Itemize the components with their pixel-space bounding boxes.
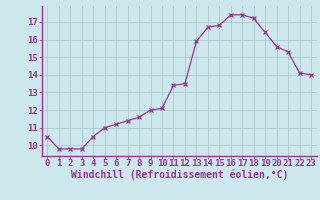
X-axis label: Windchill (Refroidissement éolien,°C): Windchill (Refroidissement éolien,°C) <box>70 170 288 180</box>
